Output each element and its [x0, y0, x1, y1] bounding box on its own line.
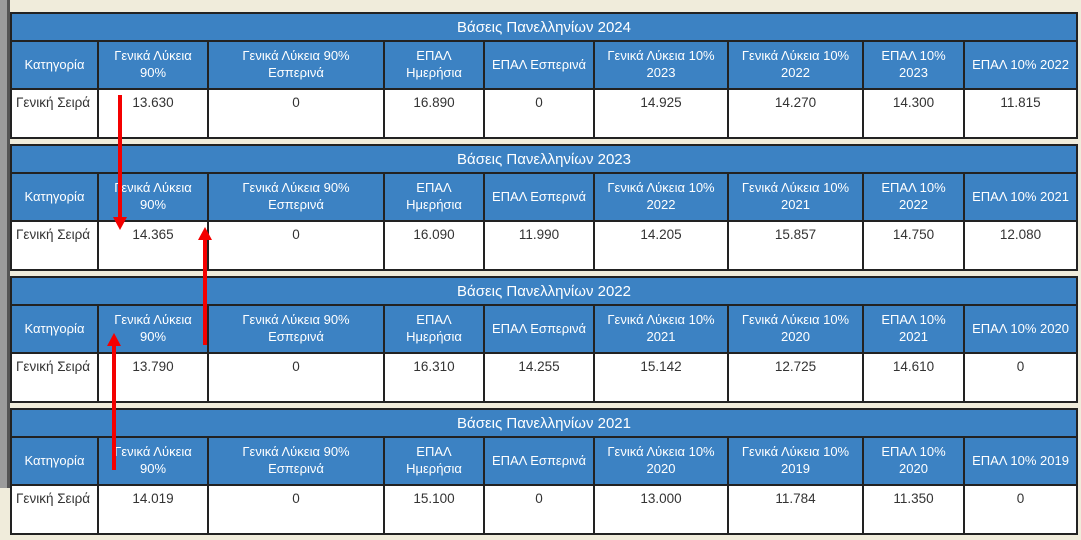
value-cell: 0	[483, 484, 595, 535]
table-row: Γενική Σειρά 13.790 0 16.310 14.255 15.1…	[10, 352, 1079, 403]
col-header: ΕΠΑΛ 10% 2021	[862, 304, 965, 354]
col-header: ΕΠΑΛ 10% 2020	[862, 436, 965, 486]
value-cell: 11.350	[862, 484, 965, 535]
col-header-category: Κατηγορία	[10, 436, 99, 486]
value-cell: 14.019	[97, 484, 209, 535]
value-cell: 11.990	[483, 220, 595, 271]
value-cell: 14.300	[862, 88, 965, 139]
value-cell: 0	[483, 88, 595, 139]
value-cell: 0	[207, 484, 385, 535]
table-title: Βάσεις Πανελληνίων 2021	[9, 408, 1079, 438]
row-label: Γενική Σειρά	[10, 352, 99, 403]
value-cell: 14.205	[593, 220, 729, 271]
value-cell: 0	[962, 352, 1079, 403]
value-cell: 16.890	[383, 88, 485, 139]
value-cell: 16.310	[383, 352, 485, 403]
value-cell: 12.725	[727, 352, 864, 403]
col-header: Γενικά Λύκεια 90% Εσπερινά	[207, 304, 385, 354]
col-header: Γενικά Λύκεια 90%	[97, 172, 209, 222]
value-cell: 0	[207, 88, 385, 139]
row-label: Γενική Σειρά	[10, 484, 99, 535]
bases-table-2021: Βάσεις Πανελληνίων 2021 Κατηγορία Γενικά…	[9, 408, 1079, 535]
col-header: ΕΠΑΛ 10% 2019	[962, 436, 1079, 486]
col-header: ΕΠΑΛ 10% 2023	[862, 40, 965, 90]
col-header-category: Κατηγορία	[10, 172, 99, 222]
col-header: ΕΠΑΛ 10% 2022	[962, 40, 1079, 90]
col-header: ΕΠΑΛ Ημερήσια	[383, 436, 485, 486]
value-cell: 11.784	[727, 484, 864, 535]
value-cell: 14.925	[593, 88, 729, 139]
value-cell: 0	[962, 484, 1079, 535]
value-cell: 14.255	[483, 352, 595, 403]
value-cell: 0	[207, 352, 385, 403]
arrow-line	[203, 239, 207, 345]
col-header: Γενικά Λύκεια 10% 2022	[593, 172, 729, 222]
arrow-head	[198, 227, 212, 240]
col-header: ΕΠΑΛ Εσπερινά	[483, 436, 595, 486]
col-header: Γενικά Λύκεια 10% 2021	[593, 304, 729, 354]
left-edge-strip	[0, 0, 10, 488]
col-header: Γενικά Λύκεια 10% 2022	[727, 40, 864, 90]
col-header: Γενικά Λύκεια 90% Εσπερινά	[207, 40, 385, 90]
col-header: ΕΠΑΛ Ημερήσια	[383, 304, 485, 354]
tables-area: Βάσεις Πανελληνίων 2024 Κατηγορία Γενικά…	[9, 12, 1079, 540]
value-cell: 15.100	[383, 484, 485, 535]
col-header: ΕΠΑΛ Εσπερινά	[483, 172, 595, 222]
col-header: Γενικά Λύκεια 90% Εσπερινά	[207, 436, 385, 486]
table-row: Γενική Σειρά 13.630 0 16.890 0 14.925 14…	[10, 88, 1079, 139]
arrow-line	[112, 345, 116, 470]
value-cell: 0	[207, 220, 385, 271]
arrow-line	[118, 95, 122, 218]
table-title: Βάσεις Πανελληνίων 2022	[9, 276, 1079, 306]
value-cell: 14.610	[862, 352, 965, 403]
table-title: Βάσεις Πανελληνίων 2023	[9, 144, 1079, 174]
table-title: Βάσεις Πανελληνίων 2024	[9, 12, 1079, 42]
col-header: Γενικά Λύκεια 10% 2021	[727, 172, 864, 222]
arrow-head	[107, 333, 121, 346]
value-cell: 12.080	[962, 220, 1079, 271]
value-cell: 15.142	[593, 352, 729, 403]
value-cell: 13.630	[97, 88, 209, 139]
table-row: Γενική Σειρά 14.365 0 16.090 11.990 14.2…	[10, 220, 1079, 271]
value-cell: 14.270	[727, 88, 864, 139]
value-cell: 11.815	[962, 88, 1079, 139]
bases-table-2024: Βάσεις Πανελληνίων 2024 Κατηγορία Γενικά…	[9, 12, 1079, 139]
col-header: Γενικά Λύκεια 10% 2019	[727, 436, 864, 486]
value-cell: 14.750	[862, 220, 965, 271]
col-header: Γενικά Λύκεια 90%	[97, 40, 209, 90]
bases-table-2022: Βάσεις Πανελληνίων 2022 Κατηγορία Γενικά…	[9, 276, 1079, 403]
col-header: ΕΠΑΛ 10% 2022	[862, 172, 965, 222]
col-header: Γενικά Λύκεια 10% 2020	[593, 436, 729, 486]
col-header: ΕΠΑΛ 10% 2021	[962, 172, 1079, 222]
col-header-category: Κατηγορία	[10, 304, 99, 354]
col-header: ΕΠΑΛ Εσπερινά	[483, 304, 595, 354]
arrow-head	[113, 217, 127, 230]
col-header: Γενικά Λύκεια 10% 2023	[593, 40, 729, 90]
col-header: ΕΠΑΛ Ημερήσια	[383, 172, 485, 222]
col-header-category: Κατηγορία	[10, 40, 99, 90]
col-header: Γενικά Λύκεια 10% 2020	[727, 304, 864, 354]
row-label: Γενική Σειρά	[10, 220, 99, 271]
value-cell: 15.857	[727, 220, 864, 271]
col-header: ΕΠΑΛ 10% 2020	[962, 304, 1079, 354]
row-label: Γενική Σειρά	[10, 88, 99, 139]
value-cell: 13.000	[593, 484, 729, 535]
col-header: ΕΠΑΛ Εσπερινά	[483, 40, 595, 90]
table-row: Γενική Σειρά 14.019 0 15.100 0 13.000 11…	[10, 484, 1079, 535]
bases-table-2023: Βάσεις Πανελληνίων 2023 Κατηγορία Γενικά…	[9, 144, 1079, 271]
col-header: ΕΠΑΛ Ημερήσια	[383, 40, 485, 90]
value-cell: 16.090	[383, 220, 485, 271]
col-header: Γενικά Λύκεια 90% Εσπερινά	[207, 172, 385, 222]
